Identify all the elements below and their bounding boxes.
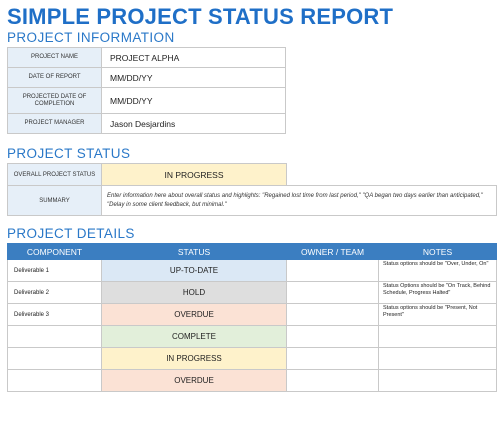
completion-date-value[interactable]: MM/DD/YY	[101, 87, 286, 114]
owner-cell[interactable]	[286, 281, 379, 304]
table-row: COMPLETE	[7, 325, 497, 348]
status-cell[interactable]: UP-TO-DATE	[101, 259, 287, 282]
owner-header: OWNER / TEAM	[286, 243, 379, 260]
project-name-label: PROJECT NAME	[7, 47, 102, 68]
status-cell[interactable]: COMPLETE	[101, 325, 287, 348]
notes-cell[interactable]	[378, 347, 497, 370]
component-cell[interactable]: Deliverable 1	[7, 259, 102, 282]
owner-cell[interactable]	[286, 347, 379, 370]
project-information-table: PROJECT NAME PROJECT ALPHA DATE OF REPOR…	[7, 47, 286, 134]
component-cell[interactable]	[7, 369, 102, 392]
summary-label: SUMMARY	[7, 185, 102, 216]
project-name-value[interactable]: PROJECT ALPHA	[101, 47, 286, 68]
table-row: Deliverable 3 OVERDUE Status options sho…	[7, 303, 497, 326]
component-cell[interactable]: Deliverable 2	[7, 281, 102, 304]
section-project-details: PROJECT DETAILS	[7, 226, 135, 241]
owner-cell[interactable]	[286, 325, 379, 348]
project-manager-label: PROJECT MANAGER	[7, 113, 102, 134]
status-header: STATUS	[101, 243, 287, 260]
project-status-table: OVERALL PROJECT STATUS IN PROGRESS SUMMA…	[7, 163, 497, 216]
date-of-report-value[interactable]: MM/DD/YY	[101, 67, 286, 88]
status-cell[interactable]: OVERDUE	[101, 369, 287, 392]
status-spacer	[286, 163, 497, 186]
date-of-report-label: DATE OF REPORT	[7, 67, 102, 88]
info-row-completion: PROJECTED DATE OF COMPLETION MM/DD/YY	[7, 87, 286, 114]
table-row: Deliverable 2 HOLD Status Options should…	[7, 281, 497, 304]
table-row: Deliverable 1 UP-TO-DATE Status options …	[7, 259, 497, 282]
project-details-table: COMPONENT STATUS OWNER / TEAM NOTES Deli…	[7, 243, 497, 392]
owner-cell[interactable]	[286, 259, 379, 282]
notes-cell[interactable]: Status options should be "Present, Not P…	[378, 303, 497, 326]
notes-cell[interactable]: Status options should be "Over, Under, O…	[378, 259, 497, 282]
notes-header: NOTES	[378, 243, 497, 260]
status-cell[interactable]: OVERDUE	[101, 303, 287, 326]
status-cell[interactable]: IN PROGRESS	[101, 347, 287, 370]
overall-status-label: OVERALL PROJECT STATUS	[7, 163, 102, 186]
completion-date-label: PROJECTED DATE OF COMPLETION	[7, 87, 102, 114]
section-project-status: PROJECT STATUS	[7, 146, 131, 161]
owner-cell[interactable]	[286, 369, 379, 392]
table-row: IN PROGRESS	[7, 347, 497, 370]
notes-cell[interactable]	[378, 369, 497, 392]
component-header: COMPONENT	[7, 243, 102, 260]
details-header-row: COMPONENT STATUS OWNER / TEAM NOTES	[7, 243, 497, 260]
info-row-date: DATE OF REPORT MM/DD/YY	[7, 67, 286, 88]
overall-status-value[interactable]: IN PROGRESS	[101, 163, 287, 186]
owner-cell[interactable]	[286, 303, 379, 326]
info-row-manager: PROJECT MANAGER Jason Desjardins	[7, 113, 286, 134]
report-title: SIMPLE PROJECT STATUS REPORT	[7, 4, 394, 29]
component-cell[interactable]	[7, 325, 102, 348]
info-row-project-name: PROJECT NAME PROJECT ALPHA	[7, 47, 286, 68]
status-row-overall: OVERALL PROJECT STATUS IN PROGRESS	[7, 163, 497, 186]
component-cell[interactable]	[7, 347, 102, 370]
notes-cell[interactable]	[378, 325, 497, 348]
section-project-information: PROJECT INFORMATION	[7, 30, 175, 45]
table-row: OVERDUE	[7, 369, 497, 392]
notes-cell[interactable]: Status Options should be "On Track, Behi…	[378, 281, 497, 304]
component-cell[interactable]: Deliverable 3	[7, 303, 102, 326]
project-manager-value[interactable]: Jason Desjardins	[101, 113, 286, 134]
status-row-summary: SUMMARY Enter information here about ove…	[7, 185, 497, 216]
summary-value[interactable]: Enter information here about overall sta…	[101, 185, 497, 216]
status-cell[interactable]: HOLD	[101, 281, 287, 304]
